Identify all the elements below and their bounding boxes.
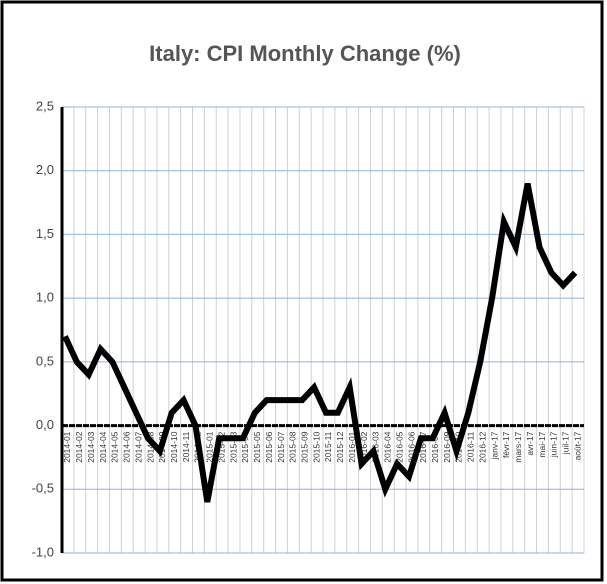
x-tick-label: 2015-04 xyxy=(240,431,250,462)
y-tick-label: 0,0 xyxy=(36,417,54,432)
x-tick-label: 2015-02 xyxy=(216,431,226,462)
x-tick-label: 2014-06 xyxy=(122,431,132,462)
x-tick-label: 2015-12 xyxy=(335,431,345,462)
y-tick-label: 1,0 xyxy=(36,290,54,305)
x-tick-label: 2015-10 xyxy=(311,431,321,462)
x-tick-label: 2016-06 xyxy=(406,431,416,462)
x-tick-label: 2015-11 xyxy=(323,431,333,462)
y-tick-label: 2,0 xyxy=(36,162,54,177)
x-tick-label: 2016-09 xyxy=(442,431,452,462)
x-tick-label: mai-17 xyxy=(537,431,547,457)
x-tick-label: 2016-11 xyxy=(466,431,476,462)
x-tick-label: 2014-03 xyxy=(86,431,96,462)
x-tick-label: 2015-03 xyxy=(228,431,238,462)
x-tick-label: 2014-02 xyxy=(74,431,84,462)
x-tick-label: août-17 xyxy=(572,431,582,460)
x-tick-label: 2015-08 xyxy=(288,431,298,462)
x-tick-label: 2016-04 xyxy=(383,431,393,462)
x-tick-label: 2016-05 xyxy=(394,431,404,462)
x-tick-label: janv-17 xyxy=(489,431,499,460)
y-tick-label: 0,5 xyxy=(36,353,54,368)
x-tick-label: 2015-09 xyxy=(299,431,309,462)
x-tick-label: 2015-06 xyxy=(264,431,274,462)
y-tick-label: 1,5 xyxy=(36,226,54,241)
y-tick-label: 2,5 xyxy=(36,98,54,113)
y-tick-label: -0,5 xyxy=(32,481,54,496)
x-tick-label: 2015-01 xyxy=(205,431,215,462)
x-tick-label: 2016-07 xyxy=(418,431,428,462)
x-tick-label: févr-17 xyxy=(501,431,511,458)
x-tick-label: juin-17 xyxy=(549,431,559,458)
data-line xyxy=(62,182,578,503)
x-tick-label: 2015-07 xyxy=(276,431,286,462)
x-tick-label: 2016-12 xyxy=(477,431,487,462)
chart-title: Italy: CPI Monthly Change (%) xyxy=(149,41,461,66)
x-tick-label: 2014-08 xyxy=(145,431,155,462)
x-tick-label: juil-17 xyxy=(560,431,570,455)
x-tick-label: 2014-01 xyxy=(62,431,72,462)
x-tick-label: mars-17 xyxy=(513,431,523,462)
x-tick-label: 2016-01 xyxy=(347,431,357,462)
x-tick-label: avr-17 xyxy=(525,431,535,455)
x-tick-label: 2014-07 xyxy=(133,431,143,462)
x-tick-label: 2016-08 xyxy=(430,431,440,462)
x-tick-label: 2015-05 xyxy=(252,431,262,462)
x-tick-label: 2016-03 xyxy=(371,431,381,462)
x-tick-label: 2014-05 xyxy=(110,431,120,462)
x-tick-label: 2016-02 xyxy=(359,431,369,462)
x-tick-label: 2014-04 xyxy=(98,431,108,462)
y-tick-label: -1,0 xyxy=(32,544,54,559)
x-tick-label: 2014-10 xyxy=(169,431,179,462)
x-tick-label: 2014-11 xyxy=(181,431,191,462)
